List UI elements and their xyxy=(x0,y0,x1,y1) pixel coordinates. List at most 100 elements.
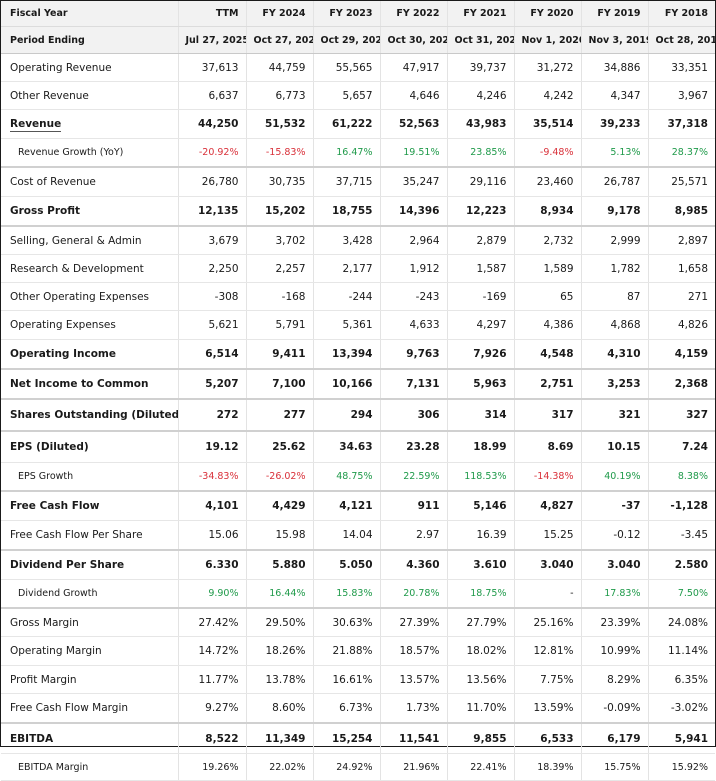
cell-other-revenue-fy2023: 5,657 xyxy=(312,81,380,110)
cell-eps-diluted-fy2023: 34.63 xyxy=(312,431,380,463)
cell-operating-expenses-fy2019: 4,868 xyxy=(580,310,648,340)
cell-eps-diluted-fy2020: 8.69 xyxy=(513,431,581,463)
cell-revenue-ttm: 44,250 xyxy=(177,109,246,139)
cell-ebitda-fy2023: 15,254 xyxy=(312,723,380,754)
cell-other-operating-expenses-fy2022: -243 xyxy=(379,282,447,311)
cell-ebitda-margin-fy2024: 22.02% xyxy=(245,753,313,781)
cell-gross-profit-fy2021: 12,223 xyxy=(446,196,514,227)
cell-eps-diluted-fy2019: 10.15 xyxy=(580,431,648,463)
cell-operating-revenue-fy2018: 33,351 xyxy=(647,53,715,82)
cell-dividend-per-share-fy2023: 5.050 xyxy=(312,550,380,580)
row-label-ebitda-margin: EBITDA Margin xyxy=(1,753,178,781)
row-label-link[interactable]: Revenue xyxy=(10,118,62,132)
cell-other-revenue-ttm: 6,637 xyxy=(177,81,246,110)
row-label-operating-revenue: Operating Revenue xyxy=(1,53,178,82)
cell-revenue-growth-yoy-fy2024: -15.83% xyxy=(245,138,313,168)
cell-operating-expenses-fy2023: 5,361 xyxy=(312,310,380,340)
cell-selling-general-admin-fy2020: 2,732 xyxy=(513,226,581,255)
cell-eps-growth-fy2022: 22.59% xyxy=(379,462,447,492)
cell-dividend-per-share-ttm: 6.330 xyxy=(177,550,246,580)
cell-free-cash-flow-fy2021: 5,146 xyxy=(446,491,514,521)
cell-gross-margin-fy2019: 23.39% xyxy=(580,608,648,637)
period-ending-fy2019: Nov 3, 2019 xyxy=(580,26,648,54)
column-header-fy2023[interactable]: FY 2023 xyxy=(312,1,380,27)
cell-ebitda-margin-fy2022: 21.96% xyxy=(379,753,447,781)
table-row-shares-outstanding-diluted: Shares Outstanding (Diluted) 272 277 294 306… xyxy=(1,399,715,432)
table-row-gross-margin: Gross Margin 27.42% 29.50% 30.63% 27.39% 27.7… xyxy=(1,608,715,637)
cell-ebitda-margin-fy2023: 24.92% xyxy=(312,753,380,781)
cell-research-development-fy2019: 1,782 xyxy=(580,254,648,283)
cell-free-cash-flow-fy2019: -37 xyxy=(580,491,648,521)
table-row-other-revenue: Other Revenue 6,637 6,773 5,657 4,646 4,246 4,… xyxy=(1,81,715,110)
period-ending-label: Period Ending xyxy=(1,26,178,54)
cell-dividend-growth-fy2023: 15.83% xyxy=(312,579,380,609)
column-header-fy2019[interactable]: FY 2019 xyxy=(580,1,648,27)
cell-selling-general-admin-fy2023: 3,428 xyxy=(312,226,380,255)
cell-other-revenue-fy2019: 4,347 xyxy=(580,81,648,110)
cell-selling-general-admin-fy2018: 2,897 xyxy=(647,226,715,255)
cell-revenue-fy2023: 61,222 xyxy=(312,109,380,139)
column-header-fy2022[interactable]: FY 2022 xyxy=(379,1,447,27)
cell-ebitda-fy2019: 6,179 xyxy=(580,723,648,754)
cell-research-development-fy2020: 1,589 xyxy=(513,254,581,283)
table-row-cost-of-revenue: Cost of Revenue 26,780 30,735 37,715 35,247 2… xyxy=(1,167,715,197)
cell-gross-margin-fy2022: 27.39% xyxy=(379,608,447,637)
cell-revenue-fy2021: 43,983 xyxy=(446,109,514,139)
cell-revenue-growth-yoy-fy2021: 23.85% xyxy=(446,138,514,168)
column-header-ttm[interactable]: TTM xyxy=(177,1,246,27)
cell-free-cash-flow-fy2018: -1,128 xyxy=(647,491,715,521)
cell-gross-margin-ttm: 27.42% xyxy=(177,608,246,637)
cell-other-revenue-fy2020: 4,242 xyxy=(513,81,581,110)
column-header-fy2018[interactable]: FY 2018 xyxy=(647,1,715,27)
cell-operating-expenses-ttm: 5,621 xyxy=(177,310,246,340)
cell-revenue-fy2018: 37,318 xyxy=(647,109,715,139)
cell-dividend-growth-fy2022: 20.78% xyxy=(379,579,447,609)
cell-eps-growth-fy2018: 8.38% xyxy=(647,462,715,492)
cell-operating-revenue-fy2023: 55,565 xyxy=(312,53,380,82)
cell-free-cash-flow-per-share-ttm: 15.06 xyxy=(177,520,246,551)
cell-ebitda-ttm: 8,522 xyxy=(177,723,246,754)
table-row-eps-growth: EPS Growth -34.83% -26.02% 48.75% 22.59% 118.… xyxy=(1,462,715,492)
cell-shares-outstanding-diluted-fy2020: 317 xyxy=(513,399,581,432)
cell-other-operating-expenses-fy2024: -168 xyxy=(245,282,313,311)
table-row-free-cash-flow-per-share: Free Cash Flow Per Share 15.06 15.98 14.04 2… xyxy=(1,520,715,551)
cell-cost-of-revenue-fy2023: 37,715 xyxy=(312,167,380,197)
row-label-free-cash-flow-per-share: Free Cash Flow Per Share xyxy=(1,520,178,551)
cell-selling-general-admin-fy2022: 2,964 xyxy=(379,226,447,255)
cell-revenue-growth-yoy-fy2018: 28.37% xyxy=(647,138,715,168)
row-label-dividend-per-share: Dividend Per Share xyxy=(1,550,178,580)
row-label-other-revenue: Other Revenue xyxy=(1,81,178,110)
cell-ebitda-margin-fy2019: 15.75% xyxy=(580,753,648,781)
cell-other-operating-expenses-fy2023: -244 xyxy=(312,282,380,311)
column-header-fy2024[interactable]: FY 2024 xyxy=(245,1,313,27)
period-ending-header-row: Period Ending Jul 27, 2025 Oct 27, 2024 … xyxy=(1,26,715,54)
row-label-revenue[interactable]: Revenue xyxy=(1,109,178,139)
row-label-net-income-to-common: Net Income to Common xyxy=(1,369,178,400)
cell-gross-margin-fy2024: 29.50% xyxy=(245,608,313,637)
cell-eps-diluted-ttm: 19.12 xyxy=(177,431,246,463)
cell-eps-diluted-fy2022: 23.28 xyxy=(379,431,447,463)
cell-revenue-fy2019: 39,233 xyxy=(580,109,648,139)
table-row-ebitda: EBITDA 8,522 11,349 15,254 11,541 9,855 6,533 6… xyxy=(1,723,715,754)
cell-operating-income-fy2021: 7,926 xyxy=(446,339,514,370)
cell-eps-diluted-fy2021: 18.99 xyxy=(446,431,514,463)
cell-ebitda-fy2022: 11,541 xyxy=(379,723,447,754)
cell-free-cash-flow-ttm: 4,101 xyxy=(177,491,246,521)
cell-gross-profit-fy2022: 14,396 xyxy=(379,196,447,227)
cell-dividend-per-share-fy2021: 3.610 xyxy=(446,550,514,580)
column-header-fy2020[interactable]: FY 2020 xyxy=(513,1,581,27)
table-row-revenue-growth-yoy: Revenue Growth (YoY) -20.92% -15.83% 16.47%… xyxy=(1,138,715,168)
cell-profit-margin-fy2018: 6.35% xyxy=(647,665,715,694)
cell-profit-margin-fy2022: 13.57% xyxy=(379,665,447,694)
cell-dividend-per-share-fy2018: 2.580 xyxy=(647,550,715,580)
cell-revenue-growth-yoy-fy2020: -9.48% xyxy=(513,138,581,168)
row-label-operating-expenses: Operating Expenses xyxy=(1,310,178,340)
column-header-fy2021[interactable]: FY 2021 xyxy=(446,1,514,27)
cell-other-operating-expenses-fy2020: 65 xyxy=(513,282,581,311)
cell-operating-income-ttm: 6,514 xyxy=(177,339,246,370)
cell-operating-margin-fy2020: 12.81% xyxy=(513,636,581,666)
cell-eps-growth-fy2023: 48.75% xyxy=(312,462,380,492)
cell-selling-general-admin-fy2024: 3,702 xyxy=(245,226,313,255)
